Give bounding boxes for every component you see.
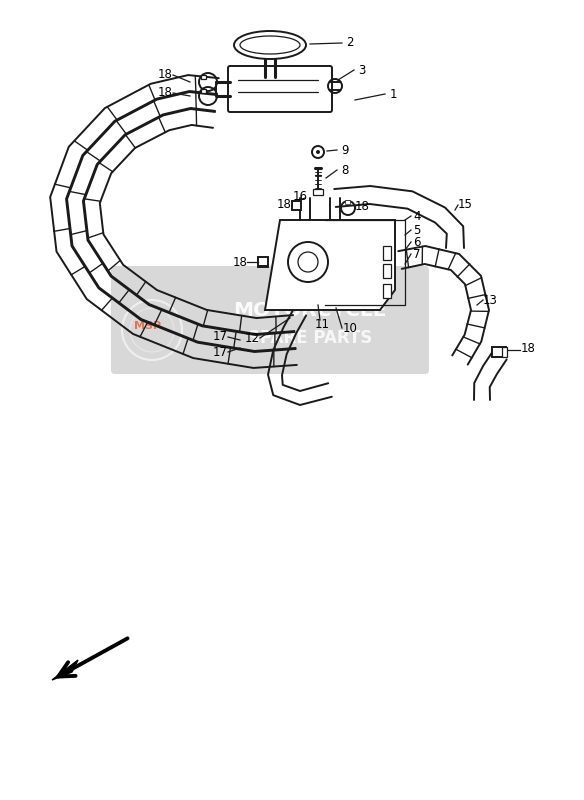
Text: MSP: MSP (134, 321, 162, 331)
Polygon shape (52, 660, 78, 680)
Bar (383, 284, 391, 298)
Text: 1: 1 (390, 87, 397, 101)
Text: 10: 10 (343, 322, 357, 334)
Text: 15: 15 (457, 198, 472, 211)
Bar (292, 201, 301, 210)
Text: 18: 18 (232, 255, 248, 269)
Text: 16: 16 (293, 190, 308, 202)
Text: 18: 18 (158, 69, 172, 82)
Text: 18: 18 (520, 342, 536, 355)
Text: 18: 18 (277, 198, 291, 211)
Text: 9: 9 (341, 143, 349, 157)
Text: MOTORCYCLE: MOTORCYCLE (233, 301, 387, 319)
Text: SPARE PARTS: SPARE PARTS (248, 329, 372, 347)
FancyBboxPatch shape (111, 266, 429, 374)
Bar (201, 89, 206, 93)
Text: 12: 12 (245, 331, 259, 345)
Bar (383, 264, 391, 278)
Bar (258, 257, 268, 267)
Bar (502, 347, 507, 357)
Bar (258, 265, 268, 267)
FancyBboxPatch shape (228, 66, 332, 112)
Text: 6: 6 (413, 235, 420, 249)
Text: 17: 17 (213, 346, 228, 358)
Bar (313, 189, 323, 195)
Text: 7: 7 (413, 247, 420, 261)
Text: 3: 3 (359, 63, 366, 77)
Text: 13: 13 (482, 294, 498, 306)
Bar (492, 347, 506, 357)
Circle shape (316, 150, 320, 154)
Bar (383, 246, 391, 260)
Text: 17: 17 (213, 330, 228, 343)
Text: 4: 4 (413, 210, 420, 222)
Text: 11: 11 (315, 318, 329, 330)
Polygon shape (265, 220, 395, 310)
Text: 8: 8 (341, 163, 349, 177)
Bar (201, 75, 206, 79)
Bar (345, 200, 350, 204)
Text: 2: 2 (346, 37, 354, 50)
Text: 18: 18 (158, 86, 172, 99)
Text: 18: 18 (354, 199, 370, 213)
Text: 5: 5 (413, 223, 420, 237)
